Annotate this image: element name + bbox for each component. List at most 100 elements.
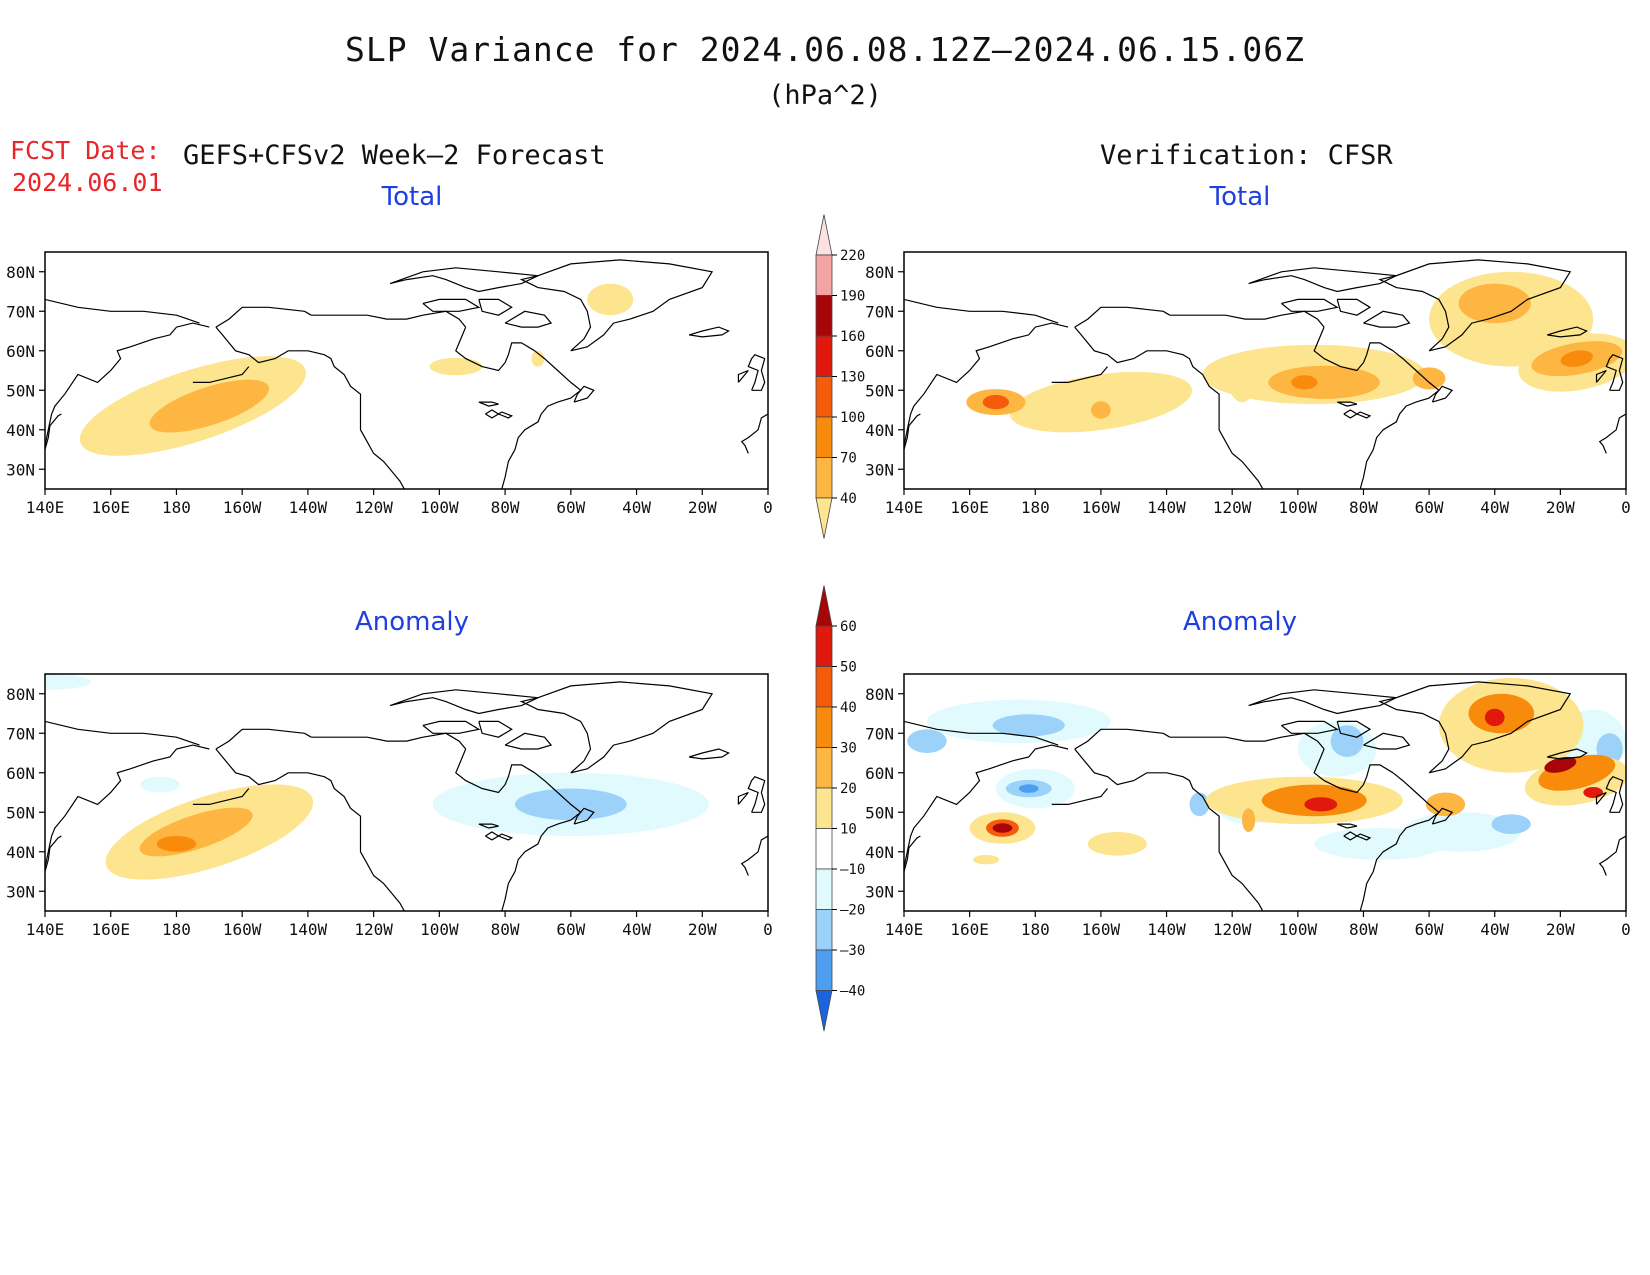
lon-label: 0	[763, 920, 773, 939]
coastline	[1051, 366, 1108, 383]
fc-total-title: Total	[381, 182, 443, 212]
lon-label: 20W	[688, 920, 717, 939]
coastline	[455, 326, 536, 372]
ver-total-contour-fill	[1560, 350, 1593, 367]
fc-anom-field	[45, 674, 768, 911]
coastline	[1363, 732, 1411, 750]
colorbar-swatch	[815, 295, 833, 337]
coastline	[740, 413, 768, 454]
coastline	[1169, 310, 1325, 328]
coastline	[478, 823, 499, 829]
coastline	[504, 732, 553, 750]
lat-label: 50N	[865, 381, 894, 400]
colorbar-swatch	[815, 376, 833, 418]
lon-label: 60W	[1415, 920, 1444, 939]
lon-label: 20W	[1546, 920, 1575, 939]
ver-anom-contour-fill	[1402, 812, 1521, 852]
lon-label: 160W	[223, 498, 262, 517]
coastline	[1431, 807, 1454, 825]
ver-total-contour-fill	[982, 394, 1010, 410]
lat-label: 70N	[865, 302, 894, 321]
lon-label: 160W	[1082, 498, 1121, 517]
lon-label: 0	[1621, 498, 1631, 517]
coastline	[1281, 720, 1339, 734]
coastline	[45, 744, 210, 868]
figure-title: SLP Variance for 2024.06.08.12Z–2024.06.…	[345, 30, 1305, 69]
ver-anom-contour-fill	[1189, 792, 1210, 817]
fcst-date-label: FCST Date:	[10, 136, 161, 165]
ver-total-contour-fill	[1291, 375, 1318, 390]
lon-label: 40W	[622, 498, 651, 517]
coastline	[519, 681, 714, 774]
colorbar-label: 50	[840, 660, 857, 676]
coastline	[215, 728, 312, 750]
coastline	[498, 833, 514, 841]
ver-anom-contour-fill	[1583, 786, 1604, 799]
ver-anom-contour-fill	[992, 823, 1013, 833]
fc-total-field	[45, 259, 817, 489]
colorbar-swatch	[815, 747, 833, 789]
ver-anom-contour-fill	[1087, 832, 1147, 856]
coastline	[1363, 310, 1411, 328]
lat-label: 70N	[6, 302, 35, 321]
ver-total-contour-fill	[1091, 401, 1111, 419]
coastline	[45, 835, 62, 872]
fc-total-panel: 80N 70N 60N 50N 40N 30N 140E 160E 180 160W 140W 120…	[6, 251, 817, 517]
lon-label: 40W	[1480, 920, 1509, 939]
lon-label: 40W	[1480, 498, 1509, 517]
lat-label: 40N	[865, 421, 894, 440]
colorbar-swatch	[815, 335, 833, 377]
colorbar-cap	[815, 214, 833, 256]
colorbar-total: 220 190 160 130 100 70 40	[815, 214, 865, 539]
coastline	[1547, 748, 1588, 760]
ver-anom-contour-fill	[1484, 708, 1505, 727]
coastline	[1343, 409, 1359, 419]
ver-anom-contour-fill	[1544, 756, 1577, 773]
lon-label: 160E	[91, 920, 130, 939]
coastline	[904, 720, 1059, 746]
coastline	[1431, 385, 1454, 403]
lon-label: 140E	[26, 498, 65, 517]
colorbar-swatch	[815, 706, 833, 748]
coastline	[1281, 298, 1339, 312]
coastline	[478, 401, 499, 407]
coastline	[740, 835, 768, 876]
lon-label: 120W	[1213, 920, 1252, 939]
ver-anom-frame	[903, 673, 1627, 912]
colorbar-label: 70	[840, 451, 857, 467]
coastline	[1598, 835, 1626, 876]
fc-anom-contour-fill	[45, 674, 91, 690]
coastline	[1313, 326, 1394, 372]
colorbar-swatch	[815, 625, 833, 667]
colorbar-cap	[815, 990, 833, 1032]
colorbar-label: 100	[840, 410, 865, 426]
lat-label: 80N	[6, 263, 35, 282]
lon-label: 80W	[491, 920, 520, 939]
coastline	[501, 350, 582, 489]
fcst-date-value: 2024.06.01	[12, 168, 163, 197]
colorbar-swatch	[815, 416, 833, 458]
lon-label: 80W	[1349, 920, 1378, 939]
colorbar-label: 160	[840, 329, 865, 345]
coastline	[688, 326, 730, 338]
lon-label: 140W	[289, 920, 328, 939]
ver-anom-contour-fill	[1491, 814, 1531, 834]
lon-label: 160W	[223, 920, 262, 939]
coastline	[801, 276, 817, 280]
ver-anom-contour-fill	[1425, 792, 1466, 817]
coastline	[904, 413, 921, 450]
lon-label: 160E	[950, 920, 989, 939]
lat-label: 50N	[6, 803, 35, 822]
colorbar-swatch	[815, 787, 833, 829]
units-label: (hPa^2)	[768, 80, 882, 111]
coastline	[478, 720, 513, 738]
ver-anom-contour-fill	[1242, 808, 1256, 833]
coastline	[501, 772, 582, 911]
coastline	[1598, 413, 1626, 454]
coastline	[1074, 306, 1171, 328]
coastline	[215, 306, 312, 328]
colorbar-label: 220	[840, 248, 865, 264]
colorbar-label: 40	[840, 700, 857, 716]
ver-total-field	[904, 259, 1626, 489]
lon-label: 100W	[420, 920, 459, 939]
